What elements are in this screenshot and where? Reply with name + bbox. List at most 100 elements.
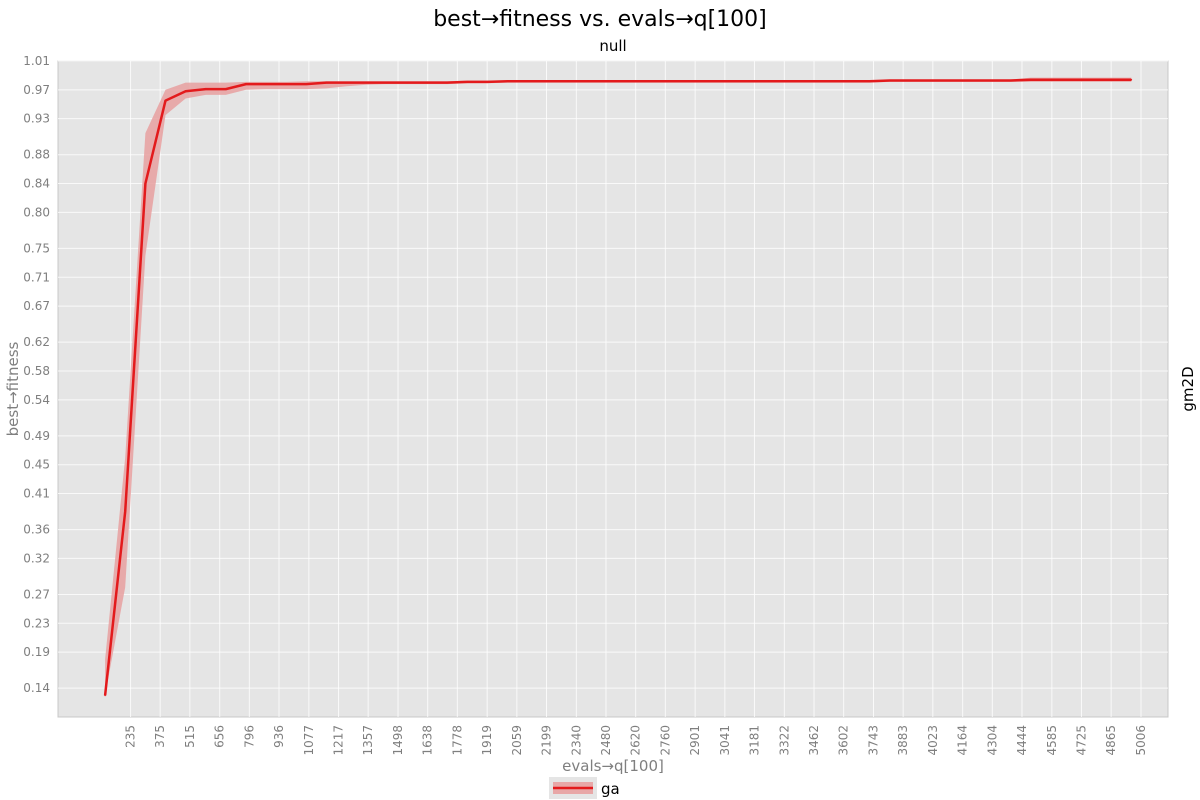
data-point	[1050, 78, 1052, 81]
x-tick-label: 2901	[688, 725, 702, 756]
data-point	[1029, 78, 1032, 81]
data-point	[567, 80, 569, 82]
y-tick-label: 0.41	[23, 487, 50, 501]
data-point	[506, 80, 509, 82]
y-tick-label: 0.45	[23, 458, 50, 472]
data-point	[687, 80, 690, 82]
x-tick-label: 2199	[539, 725, 553, 756]
x-tick-label: 3041	[718, 725, 732, 756]
x-tick-label: 4023	[926, 725, 940, 756]
data-point	[1070, 78, 1072, 81]
data-point	[587, 80, 589, 82]
gridlines	[58, 60, 1168, 717]
x-tick-label: 2620	[629, 725, 643, 756]
data-point	[486, 81, 489, 83]
x-tick-label: 3602	[837, 725, 851, 756]
data-point	[547, 80, 549, 82]
y-tick-label: 0.49	[23, 429, 50, 443]
data-point	[204, 88, 207, 90]
x-tick-label: 4725	[1074, 725, 1088, 756]
legend: ga	[549, 777, 620, 799]
y-tick-label: 0.93	[23, 112, 50, 126]
data-point	[728, 80, 730, 82]
data-point	[848, 80, 851, 82]
x-tick-label: 375	[153, 725, 167, 748]
x-tick-label: 235	[124, 725, 138, 748]
y-tick-label: 0.84	[23, 177, 50, 191]
x-tick-label: 4164	[956, 725, 970, 756]
y-tick-label: 0.54	[23, 393, 50, 407]
data-point	[788, 80, 790, 82]
x-tick-label: 4585	[1045, 725, 1059, 756]
series-line-ga	[103, 78, 1132, 696]
y-tick-label: 0.67	[23, 299, 50, 313]
x-tick-label: 2059	[510, 725, 524, 756]
y-tick-label: 0.71	[23, 270, 50, 284]
data-point	[1009, 79, 1012, 82]
data-point	[426, 81, 428, 84]
y-tick-label: 0.23	[23, 616, 50, 630]
y-tick-label: 0.62	[23, 335, 50, 349]
data-point	[305, 83, 308, 85]
data-point	[989, 79, 992, 82]
data-point	[325, 81, 328, 84]
x-tick-label: 4304	[985, 725, 999, 756]
data-point	[365, 81, 368, 84]
x-tick-label: 1357	[361, 725, 375, 756]
y-tick-label: 1.01	[23, 54, 50, 68]
x-tick-label: 1217	[332, 725, 346, 756]
x-tick-label: 1778	[450, 725, 464, 756]
x-tick-label: 5006	[1134, 725, 1148, 756]
data-point	[607, 80, 609, 82]
data-point	[245, 83, 247, 85]
data-point	[949, 79, 951, 82]
y-tick-label: 0.75	[23, 241, 50, 255]
data-point	[647, 80, 650, 82]
y-tick-label: 0.80	[23, 205, 50, 219]
data-point	[164, 99, 167, 102]
data-point	[386, 81, 388, 84]
y-tick-label: 0.97	[23, 83, 50, 97]
data-point	[406, 81, 408, 84]
x-tick-label: 656	[213, 725, 227, 748]
x-tick-label: 1638	[421, 725, 435, 756]
data-point	[969, 79, 972, 82]
y-axis-ticks: 0.14 0.19 0.23 0.27 0.32 0.36 0.41 0.45 0.49 0.54…	[23, 54, 50, 695]
data-point	[929, 79, 931, 82]
x-tick-label: 3883	[896, 725, 910, 756]
y-tick-label: 0.27	[23, 587, 50, 601]
x-tick-label: 4444	[1015, 725, 1029, 756]
data-point	[667, 80, 670, 82]
data-point	[124, 510, 126, 513]
y-tick-label: 0.58	[23, 364, 50, 378]
data-point	[526, 80, 529, 82]
data-point	[909, 79, 911, 82]
legend-label-ga: ga	[601, 780, 620, 798]
data-point	[466, 81, 469, 83]
x-tick-label: 3322	[777, 725, 791, 756]
x-tick-label: 2760	[658, 725, 672, 756]
data-point	[184, 90, 187, 93]
x-tick-label: 796	[242, 725, 256, 748]
facet-label: gm2D	[1179, 366, 1197, 411]
data-point	[225, 88, 227, 90]
x-tick-label: 936	[272, 725, 286, 748]
x-axis-ticks: 235 375 515 656 796 936 1077 1217 1357 1498 1638 17…	[124, 725, 1148, 756]
data-point	[104, 694, 106, 697]
data-point	[446, 81, 449, 84]
data-point	[285, 83, 288, 85]
data-point	[627, 80, 629, 82]
y-axis-label: best→fitness	[4, 341, 22, 436]
chart-subtitle: null	[599, 37, 626, 55]
data-point	[144, 182, 147, 185]
x-tick-label: 3181	[747, 725, 761, 756]
data-point	[868, 80, 871, 82]
data-point	[1110, 78, 1112, 81]
y-tick-label: 0.14	[23, 681, 50, 695]
data-point	[1090, 78, 1092, 81]
y-tick-label: 0.88	[23, 148, 50, 162]
plot-area	[57, 60, 1169, 718]
data-point	[265, 83, 267, 85]
data-point	[748, 80, 750, 82]
